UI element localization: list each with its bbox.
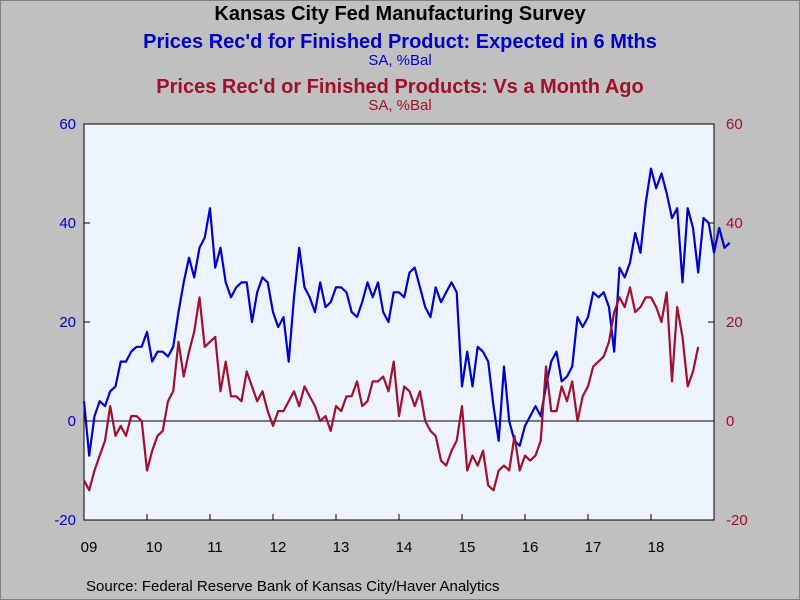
x-tick-label: 10 [146,539,163,556]
x-tick-label: 17 [585,539,602,556]
y-right-tick-label: 20 [726,314,743,331]
y-right-tick-label: 40 [726,215,743,232]
y-right-tick-label: -20 [726,512,748,529]
x-tick-label: 13 [333,539,350,556]
series2-title: Prices Rec'd or Finished Products: Vs a … [156,76,644,98]
x-tick-label: 16 [522,539,539,556]
series-line-expected-6-mths [82,167,731,457]
series1-units: SA, %Bal [368,52,432,69]
series-line-vs-month-ago [83,286,700,492]
x-tick-label: 18 [648,539,665,556]
y-left-tick-label: -20 [54,512,76,529]
source-note: Source: Federal Reserve Bank of Kansas C… [86,578,500,595]
y-left-tick-label: 0 [68,413,76,430]
x-tick-label: 15 [459,539,476,556]
series1-title: Prices Rec'd for Finished Product: Expec… [143,31,657,53]
y-right-tick-label: 60 [726,116,743,133]
y-left-tick-label: 20 [59,314,76,331]
y-left-tick-label: 60 [59,116,76,133]
plot-area [83,123,715,521]
x-tick-label: 14 [396,539,413,556]
x-tick-label: 11 [207,539,223,556]
chart-title: Kansas City Fed Manufacturing Survey [214,3,586,25]
y-right-tick-label: 0 [726,413,734,430]
x-tick-label: 09 [81,539,98,556]
series2-units: SA, %Bal [368,97,432,114]
y-left-tick-label: 40 [59,215,76,232]
x-tick-label: 12 [270,539,287,556]
